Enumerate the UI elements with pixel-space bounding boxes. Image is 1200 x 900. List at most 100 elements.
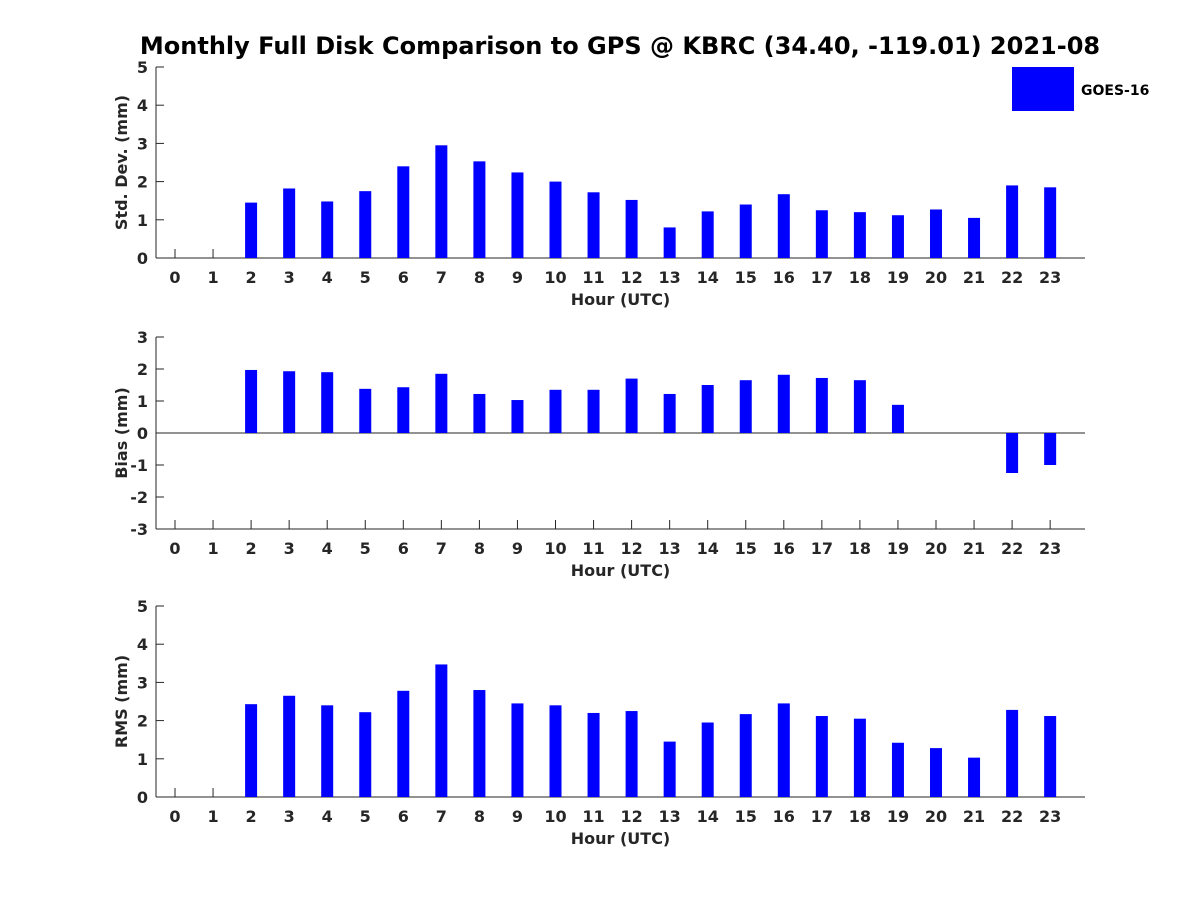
x-tick-label: 6 (398, 268, 409, 287)
y-tick-label: 2 (137, 360, 148, 379)
bar-hour-6 (397, 387, 410, 433)
bar-hour-22 (1006, 185, 1019, 258)
bar-hour-2 (245, 369, 258, 433)
x-tick-label: 6 (398, 807, 409, 826)
x-tick-label: 18 (849, 539, 871, 558)
x-axis-label: Hour (UTC) (571, 561, 671, 580)
x-tick-label: 16 (773, 268, 795, 287)
x-tick-label: 13 (659, 807, 681, 826)
y-tick-label: 1 (137, 750, 148, 769)
x-tick-label: 21 (963, 539, 985, 558)
bar-hour-11 (587, 712, 600, 797)
y-tick-label: -1 (130, 456, 148, 475)
bar-hour-12 (625, 199, 638, 258)
y-tick-label: 5 (137, 58, 148, 77)
x-tick-label: 14 (697, 268, 719, 287)
bar-hour-15 (739, 380, 752, 433)
y-tick-label: 5 (137, 597, 148, 616)
x-tick-label: 0 (169, 539, 180, 558)
x-tick-label: 8 (474, 807, 485, 826)
chart-title: Monthly Full Disk Comparison to GPS @ KB… (140, 32, 1100, 60)
x-tick-label: 8 (474, 268, 485, 287)
bar-hour-6 (397, 166, 410, 258)
bar-hour-11 (587, 192, 600, 258)
y-axis-label: RMS (mm) (112, 655, 131, 748)
x-tick-label: 23 (1039, 539, 1061, 558)
bar-hour-7 (435, 373, 448, 433)
x-tick-label: 19 (887, 807, 909, 826)
bar-hour-5 (359, 388, 372, 433)
bar-hour-5 (359, 191, 372, 258)
x-tick-label: 2 (246, 539, 257, 558)
x-tick-label: 3 (284, 268, 295, 287)
bar-hour-10 (549, 181, 562, 258)
x-tick-label: 18 (849, 268, 871, 287)
x-tick-label: 10 (544, 539, 566, 558)
legend-swatch (1012, 67, 1074, 111)
bar-hour-15 (739, 204, 752, 258)
y-axis-label: Std. Dev. (mm) (112, 95, 131, 230)
x-tick-label: 1 (207, 807, 218, 826)
legend-label: GOES-16 (1081, 83, 1149, 99)
bar-hour-14 (701, 211, 714, 258)
bar-hour-4 (321, 372, 334, 433)
bar-hour-18 (853, 380, 866, 433)
x-tick-label: 23 (1039, 268, 1061, 287)
x-tick-label: 18 (849, 807, 871, 826)
x-tick-label: 15 (735, 539, 757, 558)
x-tick-label: 9 (512, 268, 523, 287)
bar-hour-15 (739, 714, 752, 797)
bar-hour-23 (1044, 187, 1057, 258)
bar-hour-19 (891, 215, 904, 258)
y-tick-label: -2 (130, 488, 148, 507)
bar-hour-16 (777, 194, 790, 258)
bar-hour-17 (815, 210, 828, 258)
x-tick-label: 20 (925, 807, 947, 826)
x-tick-label: 21 (963, 268, 985, 287)
x-tick-label: 13 (659, 268, 681, 287)
x-tick-label: 3 (284, 807, 295, 826)
x-tick-label: 17 (811, 539, 833, 558)
bar-hour-9 (511, 172, 524, 258)
y-tick-label: 4 (137, 635, 148, 654)
bar-hour-20 (930, 748, 942, 797)
y-tick-label: 3 (137, 328, 148, 347)
bar-hour-13 (663, 227, 676, 258)
x-tick-label: 5 (360, 807, 371, 826)
x-tick-label: 12 (620, 268, 642, 287)
x-tick-label: 12 (620, 539, 642, 558)
x-tick-label: 20 (925, 268, 947, 287)
y-tick-label: 3 (137, 134, 148, 153)
x-tick-label: 5 (360, 539, 371, 558)
x-tick-label: 20 (925, 539, 947, 558)
x-tick-label: 23 (1039, 807, 1061, 826)
x-tick-label: 16 (773, 539, 795, 558)
bar-hour-21 (968, 217, 981, 258)
y-tick-label: 2 (137, 173, 148, 192)
x-tick-label: 11 (582, 807, 604, 826)
x-tick-label: 2 (246, 807, 257, 826)
bar-hour-8 (473, 393, 486, 433)
x-tick-label: 1 (207, 539, 218, 558)
bar-hour-19 (891, 404, 904, 433)
bar-hour-4 (321, 705, 334, 797)
x-tick-label: 12 (620, 807, 642, 826)
bar-hour-12 (625, 711, 638, 797)
bar-hour-21 (968, 757, 981, 797)
bar-hour-22 (1006, 709, 1019, 797)
x-tick-label: 3 (284, 539, 295, 558)
y-tick-label: 1 (137, 392, 148, 411)
x-tick-label: 22 (1001, 268, 1023, 287)
x-tick-label: 4 (322, 539, 333, 558)
x-tick-label: 9 (512, 807, 523, 826)
y-tick-label: -3 (130, 520, 148, 539)
bar-hour-9 (511, 703, 524, 797)
y-axis-label: Bias (mm) (112, 387, 131, 479)
x-tick-label: 10 (544, 807, 566, 826)
x-tick-label: 2 (246, 268, 257, 287)
bar-hour-3 (283, 695, 296, 797)
x-tick-label: 22 (1001, 807, 1023, 826)
bar-hour-22 (1006, 433, 1019, 473)
bar-hour-18 (853, 212, 866, 258)
